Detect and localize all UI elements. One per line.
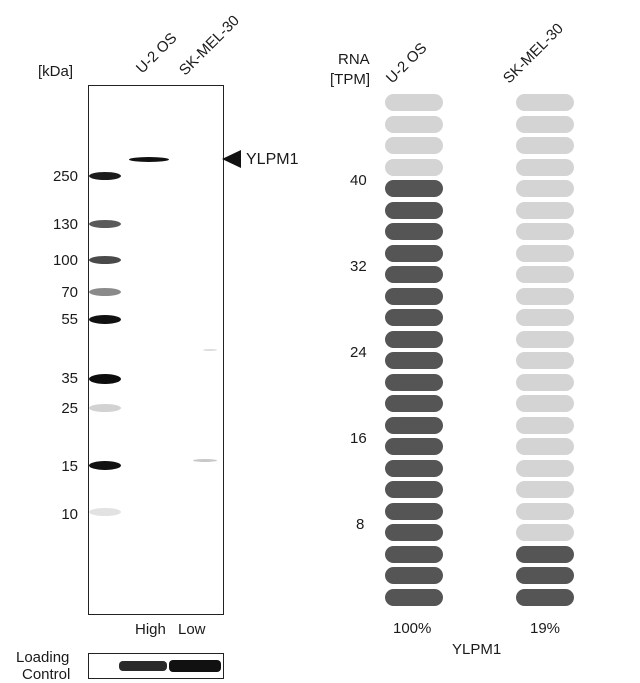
- rna-unit-empty: [516, 502, 574, 520]
- rna-unit-filled: [385, 330, 443, 348]
- ladder-band-35: [89, 374, 121, 384]
- rna-unit-empty: [516, 115, 574, 133]
- rna-unit-empty: [516, 223, 574, 240]
- rna-unit-empty: [385, 158, 443, 176]
- rna-unit-empty: [516, 287, 574, 305]
- rna-unit-filled: [385, 416, 443, 434]
- ladder-band-55: [89, 315, 121, 324]
- rna-unit-filled: [385, 373, 443, 391]
- ladder-band-250: [89, 172, 121, 180]
- rna-unit-filled: [385, 545, 443, 563]
- mw-label-15: 15: [61, 458, 78, 475]
- rna-unit-empty: [385, 137, 443, 154]
- rna-axis-tick-24: 24: [350, 344, 367, 361]
- rna-unit-empty: [516, 352, 574, 369]
- rna-unit-empty: [516, 244, 574, 262]
- kda-unit-label: [kDa]: [38, 63, 74, 80]
- rna-unit-filled: [516, 567, 574, 584]
- loading-band-u2os: [119, 661, 167, 671]
- target-protein-label: YLPM1: [246, 151, 299, 168]
- rna-unit-empty: [516, 524, 574, 541]
- mw-label-100: 100: [52, 252, 78, 269]
- faint-band-skmel30-lower: [193, 459, 217, 462]
- loading-control-blot: [88, 653, 224, 679]
- loading-band-skmel30: [169, 660, 221, 672]
- rna-unit-empty: [516, 438, 574, 455]
- rna-percent-skmel30: 19%: [530, 620, 561, 637]
- rna-unit-filled: [385, 287, 443, 305]
- rna-unit-filled: [385, 266, 443, 283]
- rna-percent-u2os: 100%: [393, 620, 432, 637]
- lane-label-u2os: U-2 OS: [132, 29, 181, 77]
- faint-band-skmel30-upper: [203, 349, 217, 351]
- rna-axis-tick-32: 32: [350, 258, 367, 275]
- rna-unit-filled: [516, 545, 574, 563]
- rna-header-line1: RNA: [338, 51, 370, 68]
- western-blot-image: [88, 85, 224, 615]
- rna-column-u2os: [385, 94, 443, 606]
- ladder-band-25: [89, 404, 121, 412]
- rna-unit-empty: [516, 373, 574, 391]
- rna-unit-empty: [516, 459, 574, 477]
- rna-unit-filled: [516, 588, 574, 606]
- rna-axis-tick-8: 8: [356, 516, 365, 533]
- rna-unit-filled: [385, 201, 443, 219]
- rna-column-skmel30: [516, 94, 574, 606]
- rna-unit-empty: [385, 115, 443, 133]
- loading-control-label-line2: Control: [22, 666, 71, 683]
- rna-unit-empty: [516, 94, 574, 111]
- mw-label-25: 25: [61, 400, 78, 417]
- rna-axis-tick-40: 40: [350, 172, 367, 189]
- mw-label-55: 55: [61, 311, 78, 328]
- target-arrow-icon: [222, 150, 241, 168]
- rna-unit-filled: [385, 524, 443, 541]
- rna-unit-filled: [385, 352, 443, 369]
- rna-unit-filled: [385, 223, 443, 240]
- rna-unit-empty: [516, 137, 574, 154]
- mw-label-70: 70: [61, 284, 78, 301]
- rna-unit-empty: [516, 180, 574, 197]
- ladder-band-130: [89, 220, 121, 228]
- rna-unit-filled: [385, 438, 443, 455]
- rna-unit-filled: [385, 459, 443, 477]
- ladder-band-10: [89, 508, 121, 516]
- rna-unit-filled: [385, 309, 443, 326]
- ladder-band-100: [89, 256, 121, 264]
- rna-unit-empty: [516, 395, 574, 412]
- rna-unit-filled: [385, 502, 443, 520]
- rna-unit-filled: [385, 395, 443, 412]
- rna-unit-filled: [385, 244, 443, 262]
- ylpm1-band-u2os: [129, 157, 169, 162]
- rna-sample-label-u2os: U-2 OS: [382, 39, 431, 87]
- rna-unit-empty: [516, 201, 574, 219]
- low-label: Low: [178, 621, 206, 638]
- ladder-band-70: [89, 288, 121, 296]
- loading-control-label-line1: Loading: [16, 649, 70, 666]
- rna-unit-empty: [516, 309, 574, 326]
- mw-label-35: 35: [61, 370, 78, 387]
- rna-sample-label-skmel30: SK-MEL-30: [499, 20, 567, 88]
- rna-unit-empty: [516, 330, 574, 348]
- rna-unit-filled: [385, 567, 443, 584]
- mw-label-250: 250: [52, 168, 78, 185]
- rna-unit-empty: [516, 158, 574, 176]
- mw-label-10: 10: [61, 506, 78, 523]
- rna-unit-filled: [385, 180, 443, 197]
- rna-header-line2: [TPM]: [330, 71, 370, 88]
- rna-unit-empty: [385, 94, 443, 111]
- rna-unit-empty: [516, 266, 574, 283]
- lane-label-skmel30: SK-MEL-30: [175, 12, 243, 80]
- rna-gene-label: YLPM1: [452, 641, 502, 658]
- rna-unit-empty: [516, 481, 574, 498]
- rna-unit-filled: [385, 481, 443, 498]
- mw-label-130: 130: [52, 216, 78, 233]
- high-label: High: [135, 621, 166, 638]
- rna-axis-tick-16: 16: [350, 430, 367, 447]
- rna-unit-empty: [516, 416, 574, 434]
- ladder-band-15: [89, 461, 121, 470]
- rna-unit-filled: [385, 588, 443, 606]
